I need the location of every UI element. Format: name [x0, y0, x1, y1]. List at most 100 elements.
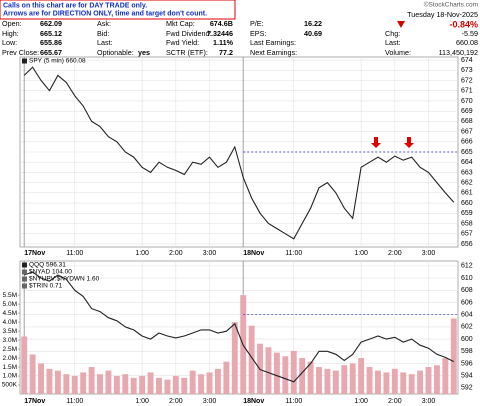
arrow: [404, 137, 414, 148]
volume-bar: [417, 370, 424, 394]
volume-bar: [391, 368, 398, 394]
quote-value: 662.09: [40, 19, 62, 28]
legend-entry: SPY (5 min) 660.08: [29, 58, 86, 65]
quote-label: Fwd Yield:: [166, 38, 199, 47]
y2-tick-label: 4.0M: [3, 319, 17, 326]
volume-bar: [349, 363, 356, 394]
x-tick-label: 1:00: [135, 398, 149, 405]
volume-bar: [332, 370, 339, 394]
y-tick-label: 657: [461, 231, 473, 238]
x-tick-label: 11:00: [66, 398, 83, 405]
legend-swatch: [22, 58, 27, 64]
x-tick-label: 11:00: [285, 250, 302, 257]
y-tick-label: 660: [461, 200, 473, 207]
volume-bar: [425, 367, 432, 394]
volume-bar: [324, 368, 331, 394]
y-tick-label: 600: [461, 336, 473, 343]
down-triangle: [397, 21, 405, 28]
quote-value: 77.2: [219, 48, 233, 57]
x-tick-label: 1:00: [354, 398, 368, 405]
y-tick-label: 666: [461, 139, 473, 146]
volume-bar: [358, 358, 365, 394]
x-tick-label: 18Nov: [243, 250, 264, 257]
y-tick-label: 671: [461, 88, 473, 95]
quote-value: 7.32446: [207, 29, 233, 38]
y2-tick-label: 2.5M: [3, 346, 17, 353]
quote-label: EPS:: [250, 29, 266, 38]
volume-bar: [130, 377, 137, 394]
legend-entry: $NYAD 104.00: [29, 269, 72, 276]
x-tick-label: 2:00: [169, 398, 183, 405]
volume-bar: [375, 370, 381, 394]
legend-swatch: [22, 262, 27, 268]
volume-bar: [282, 356, 289, 394]
x-tick-label: 3:00: [422, 250, 436, 257]
volume-bar: [181, 377, 188, 394]
price-line: [23, 66, 455, 240]
volume-bar: [223, 361, 230, 394]
y-tick-label: 594: [461, 373, 473, 380]
date: Tuesday 18-Nov-2025: [407, 10, 478, 19]
volume-bar: [54, 370, 61, 394]
change-pct: -0.84%: [449, 19, 478, 29]
y-tick-label: 665: [461, 149, 473, 156]
y-tick-label: 598: [461, 348, 473, 355]
y-tick-label: 606: [461, 299, 473, 306]
volume-bar: [156, 377, 162, 394]
quote-label: Optionable:: [97, 48, 134, 57]
volume-bar: [29, 354, 36, 394]
y-tick-label: 672: [461, 77, 473, 84]
quote-label: Volume:: [385, 48, 411, 57]
quote-label: Chg:: [385, 29, 400, 38]
volume-bar: [38, 363, 45, 394]
x-tick-label: 2:00: [388, 250, 402, 257]
volume-bar: [164, 379, 171, 394]
quote-label: Next Earnings:: [250, 48, 297, 57]
volume-bar: [450, 318, 457, 394]
y-tick-label: 596: [461, 360, 473, 367]
volume-bar: [214, 368, 221, 394]
x-tick-label: 2:00: [388, 398, 402, 405]
legend-entry: $NYUPV:$NYDWN 1.60: [29, 276, 100, 283]
y-tick-label: 663: [461, 169, 473, 176]
quote-value: 665.67: [40, 48, 62, 57]
quote-value: 660.08: [456, 38, 478, 47]
y-tick-label: 667: [461, 128, 473, 135]
x-tick-label: 11:00: [285, 398, 302, 405]
y-tick-label: 656: [461, 241, 473, 248]
legend-swatch: [22, 283, 27, 289]
x-tick-label: 3:00: [203, 250, 217, 257]
y-tick-label: 604: [461, 312, 473, 319]
x-tick-label: 1:00: [354, 250, 368, 257]
y-tick-label: 658: [461, 220, 473, 227]
x-tick-label: 17Nov: [24, 250, 45, 257]
notice-box: [0, 0, 236, 20]
volume-bar: [46, 368, 53, 394]
quote-value: 113,450,192: [439, 48, 478, 57]
notice-line: Arrows are for DIRECTION ONLY, time and …: [3, 10, 207, 17]
legend-entry: QQQ 596.31: [29, 262, 66, 269]
quote-label: P/E:: [250, 19, 264, 28]
volume-bar: [383, 372, 390, 394]
quote-label: Low:: [2, 38, 17, 47]
volume-bar: [122, 374, 129, 394]
volume-bar: [248, 325, 255, 394]
quote-value: 674.6B: [210, 19, 233, 28]
volume-bar: [307, 361, 314, 394]
y-tick-label: 670: [461, 98, 473, 105]
x-tick-label: 1:00: [135, 250, 149, 257]
y-tick-label: 592: [461, 385, 473, 392]
quote-label: Last:: [385, 38, 401, 47]
quote-label: SCTR (ETF):: [166, 48, 208, 57]
y2-tick-label: 4.5M: [3, 310, 17, 317]
volume-bar: [366, 367, 373, 394]
y2-tick-label: 3.0M: [3, 337, 17, 344]
y-tick-label: 664: [461, 159, 473, 166]
volume-bar: [21, 336, 28, 394]
volume-bar: [442, 358, 449, 394]
volume-bar: [408, 374, 415, 394]
y2-tick-label: 3.5M: [3, 328, 17, 335]
x-tick-label: 3:00: [422, 398, 436, 405]
volume-bar: [105, 370, 112, 394]
